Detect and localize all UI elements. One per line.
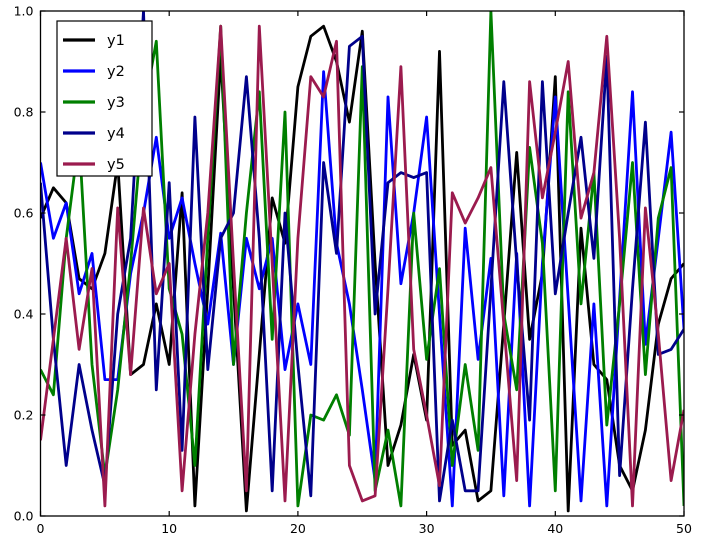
- y-tick-label: 1.0: [14, 4, 34, 19]
- legend-label-y2: y2: [107, 64, 125, 80]
- x-tick-label: 40: [547, 521, 563, 536]
- legend-box: [56, 20, 153, 177]
- axes-frame: [39, 10, 685, 517]
- y-tick-label: 0.0: [14, 509, 34, 524]
- y-tick-label: 0.2: [14, 408, 34, 423]
- series-line-y1: [40, 24, 684, 513]
- legend-label-y1: y1: [107, 33, 125, 49]
- x-tick-label: 30: [419, 521, 435, 536]
- series-line-y5: [40, 24, 684, 508]
- y-tick-label: 0.4: [14, 307, 34, 322]
- x-tick-label: 50: [676, 521, 692, 536]
- legend-label-y4: y4: [107, 126, 125, 142]
- x-tick-label: 0: [37, 521, 45, 536]
- y-tick-label: 0.6: [14, 206, 34, 221]
- y-tick-label: 0.8: [14, 105, 34, 120]
- legend-label-y5: y5: [107, 157, 125, 173]
- legend-label-y3: y3: [107, 95, 125, 111]
- series-line-y2: [40, 70, 684, 508]
- x-tick-label: 10: [161, 521, 177, 536]
- x-tick-label: 20: [290, 521, 306, 536]
